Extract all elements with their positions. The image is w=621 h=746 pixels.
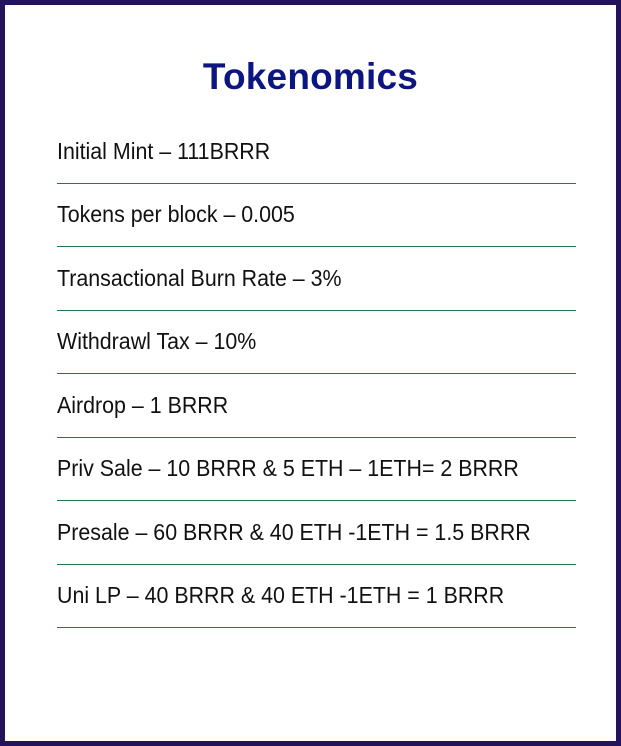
list-item-label: Withdrawl Tax – 10% — [57, 328, 257, 355]
list-item-withdrawl-tax: Withdrawl Tax – 10% — [57, 311, 576, 374]
list-item-tokens-per-block: Tokens per block – 0.005 — [57, 184, 576, 247]
list-item-label: Presale – 60 BRRR & 40 ETH -1ETH = 1.5 B… — [57, 518, 531, 545]
list-item-presale: Presale – 60 BRRR & 40 ETH -1ETH = 1.5 B… — [57, 501, 576, 565]
list-item-initial-mint: Initial Mint – 111BRRR — [57, 120, 576, 184]
list-item-label: Uni LP – 40 BRRR & 40 ETH -1ETH = 1 BRRR — [57, 582, 505, 609]
list-item-priv-sale: Priv Sale – 10 BRRR & 5 ETH – 1ETH= 2 BR… — [57, 438, 576, 501]
list-item-label: Initial Mint – 111BRRR — [57, 137, 271, 164]
list-item-label: Transactional Burn Rate – 3% — [57, 264, 342, 291]
list-item-airdrop: Airdrop – 1 BRRR — [57, 374, 576, 438]
page-title: Tokenomics — [202, 56, 419, 97]
list-item-label: Priv Sale – 10 BRRR & 5 ETH – 1ETH= 2 BR… — [57, 455, 519, 482]
list-item-label: Tokens per block – 0.005 — [57, 201, 295, 228]
list-item-burn-rate: Transactional Burn Rate – 3% — [57, 247, 576, 311]
tokenomics-list: Initial Mint – 111BRRR Tokens per block … — [57, 120, 576, 628]
list-item-label: Airdrop – 1 BRRR — [57, 391, 229, 418]
list-item-uni-lp: Uni LP – 40 BRRR & 40 ETH -1ETH = 1 BRRR — [57, 565, 576, 628]
